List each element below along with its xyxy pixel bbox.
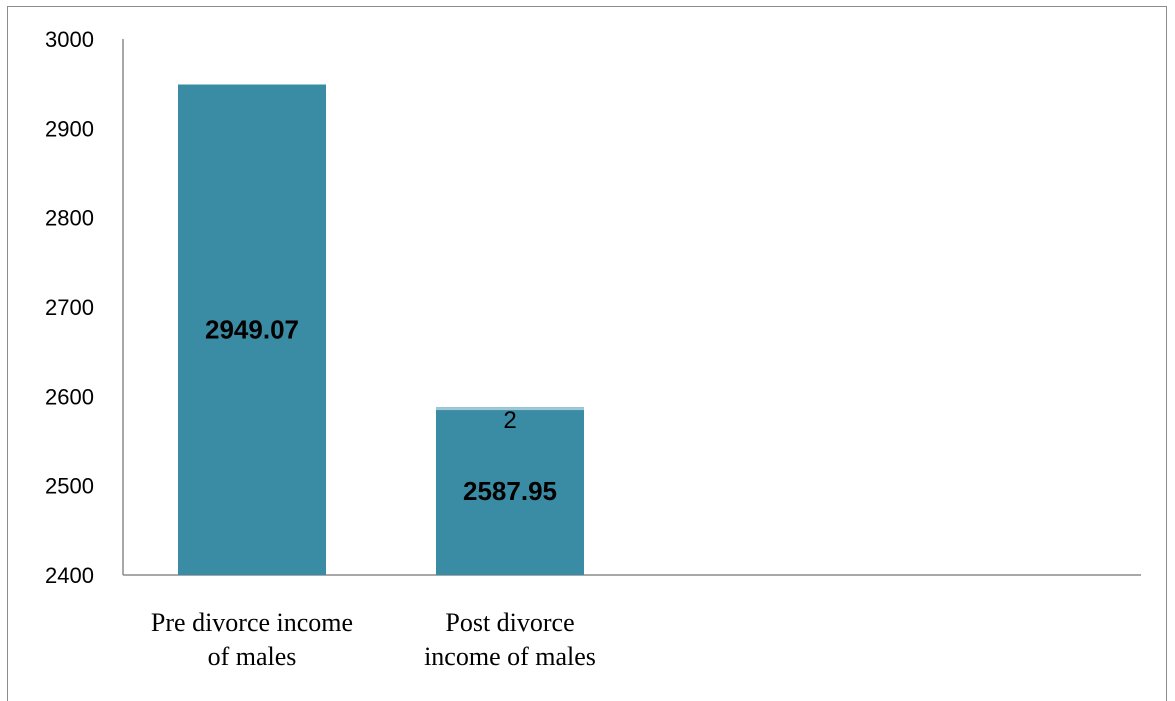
bar-value-label: 2949.07: [205, 315, 299, 345]
y-tick-label: 2600: [45, 384, 94, 409]
chart-frame: [7, 6, 1167, 701]
x-category-label: of males: [208, 642, 297, 671]
y-tick-label: 2700: [45, 295, 94, 320]
bar-value-label: 2587.95: [463, 476, 557, 506]
y-tick-label: 2400: [45, 563, 94, 588]
x-category-label: income of males: [424, 642, 596, 671]
bar: [436, 407, 584, 575]
y-tick-label: 2900: [45, 116, 94, 141]
bar-cap-segment: [436, 407, 584, 411]
y-tick-label: 3000: [45, 27, 94, 52]
y-tick-label: 2800: [45, 206, 94, 231]
x-category-label: Pre divorce income: [151, 608, 353, 637]
bar: [178, 84, 326, 575]
y-tick-label: 2500: [45, 474, 94, 499]
x-category-label: Post divorce: [445, 608, 574, 637]
segment-label: 2: [503, 407, 516, 434]
